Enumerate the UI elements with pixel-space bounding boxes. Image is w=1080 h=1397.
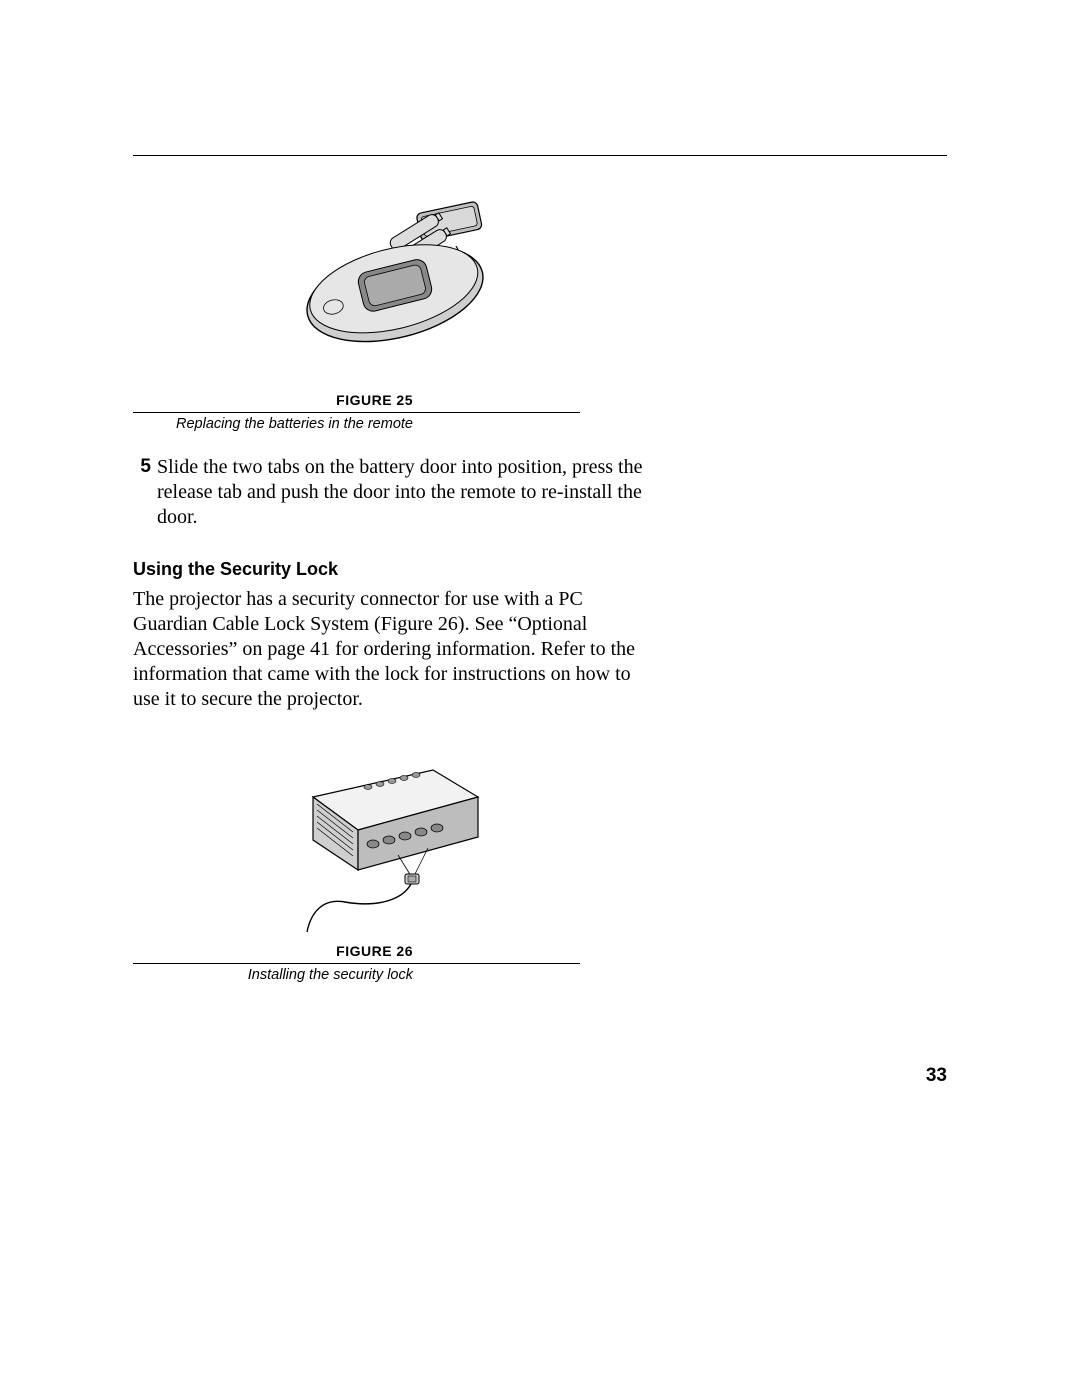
figure-26-label: FIGURE 26 xyxy=(336,943,413,959)
remote-batteries-illustration xyxy=(278,196,498,386)
figure-25-rule xyxy=(133,412,580,413)
page-number: 33 xyxy=(926,1065,947,1087)
figure-26-label-row: FIGURE 26 xyxy=(133,943,643,961)
page-content: FIGURE 25 Replacing the batteries in the… xyxy=(133,155,947,984)
figure-25-label: FIGURE 25 xyxy=(336,392,413,408)
figure-25-label-row: FIGURE 25 xyxy=(133,392,643,410)
figure-26-caption: Installing the security lock xyxy=(248,967,413,983)
figure-25-block: FIGURE 25 Replacing the batteries in the… xyxy=(133,196,643,433)
section-paragraph: The projector has a security connector f… xyxy=(133,587,643,712)
figure-26-block: FIGURE 26 Installing the security lock xyxy=(133,752,643,984)
step-5: 5 Slide the two tabs on the battery door… xyxy=(133,455,643,530)
figure-25-caption: Replacing the batteries in the remote xyxy=(176,416,413,432)
section-heading: Using the Security Lock xyxy=(133,558,643,581)
step-5-number: 5 xyxy=(133,455,157,530)
top-rule xyxy=(133,155,947,156)
projector-lock-illustration xyxy=(283,752,493,937)
figure-26-rule xyxy=(133,963,580,964)
step-5-text: Slide the two tabs on the battery door i… xyxy=(157,455,643,530)
figure-25-caption-row: Replacing the batteries in the remote xyxy=(133,415,643,433)
figure-26-caption-row: Installing the security lock xyxy=(133,966,643,984)
